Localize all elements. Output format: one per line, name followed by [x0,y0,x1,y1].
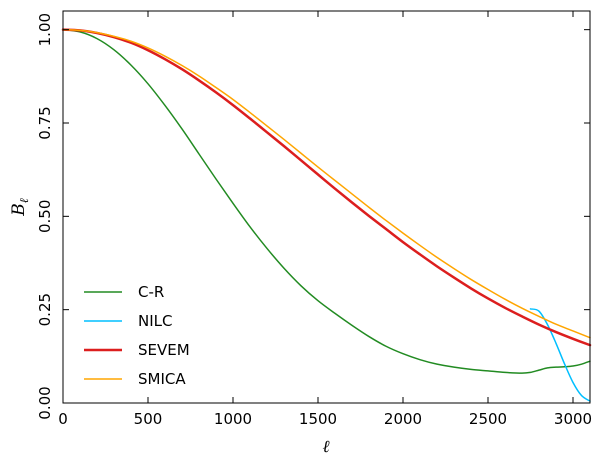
y-tick-label: 0.50 [36,200,54,233]
x-tick-label: 3000 [554,410,592,428]
x-tick-label: 2500 [469,410,507,428]
y-axis-label-subscript: ℓ [17,198,31,203]
x-axis-label: ℓ [322,437,329,457]
y-tick-label: 0.75 [36,106,54,139]
series-lines [61,28,592,402]
legend-label-sevem: SEVEM [138,341,190,359]
x-tick-label: 500 [134,410,163,428]
x-tick-label: 1000 [214,410,252,428]
y-tick-labels: 0.00 0.25 0.50 0.75 1.00 [36,13,54,420]
y-tick-label: 0.00 [36,386,54,419]
y-tick-label: 1.00 [36,13,54,46]
legend: C-R NILC SEVEM SMICA [84,283,190,388]
y-axis-label: Bℓ [9,198,31,217]
legend-label-c-r: C-R [138,283,164,301]
legend-label-smica: SMICA [138,370,186,388]
legend-label-nilc: NILC [138,312,172,330]
x-tick-label: 2000 [384,410,422,428]
series-line-sevem [61,28,592,347]
x-tick-label: 1500 [299,410,337,428]
y-tick-label: 0.25 [36,293,54,326]
series-line-c-r [62,28,591,374]
series-line-smica [62,28,591,339]
x-tick-label: 0 [58,410,68,428]
series-line-nilc [529,308,591,402]
x-tick-labels: 0 500 1000 1500 2000 2500 3000 [58,410,592,428]
plot-frame [62,10,591,404]
